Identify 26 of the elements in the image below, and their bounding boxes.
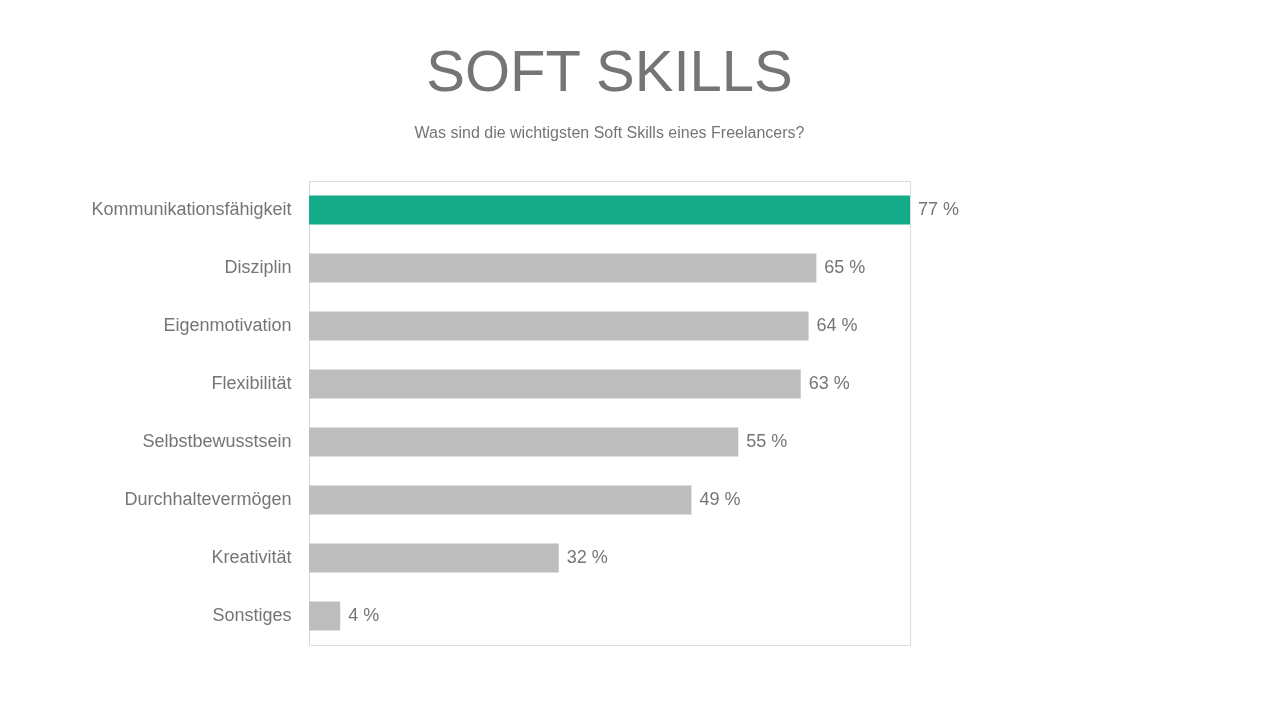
data-label: 65 %: [824, 257, 866, 277]
data-label: 55 %: [746, 431, 788, 451]
y-tick-label: Kreativität: [211, 547, 292, 567]
y-tick-label: Selbstbewusstsein: [142, 431, 292, 451]
bar: [309, 311, 809, 341]
bar: [309, 195, 910, 225]
data-label: 49 %: [699, 489, 741, 509]
data-label: 32 %: [566, 547, 608, 567]
data-label: 63 %: [808, 373, 850, 393]
bar: [309, 543, 559, 573]
y-tick-label: Flexibilität: [211, 373, 292, 393]
data-label: 77 %: [918, 199, 960, 219]
y-tick-label: Durchhaltevermögen: [124, 489, 292, 509]
bar: [309, 485, 692, 515]
data-label: 64 %: [816, 315, 858, 335]
y-tick-label: Sonstiges: [212, 605, 292, 625]
bar: [309, 601, 341, 631]
y-tick-label: Disziplin: [224, 257, 292, 277]
bar: [309, 369, 801, 399]
chart-subtitle: Was sind die wichtigsten Soft Skills eines Freelancers?: [414, 124, 805, 141]
data-label: 4 %: [348, 605, 380, 625]
y-tick-label: Eigenmotivation: [163, 315, 292, 335]
bar: [309, 427, 739, 457]
y-tick-label: Kommunikationsfähigkeit: [91, 199, 292, 219]
chart-title: SOFT SKILLS: [426, 38, 793, 103]
bar: [309, 253, 817, 283]
